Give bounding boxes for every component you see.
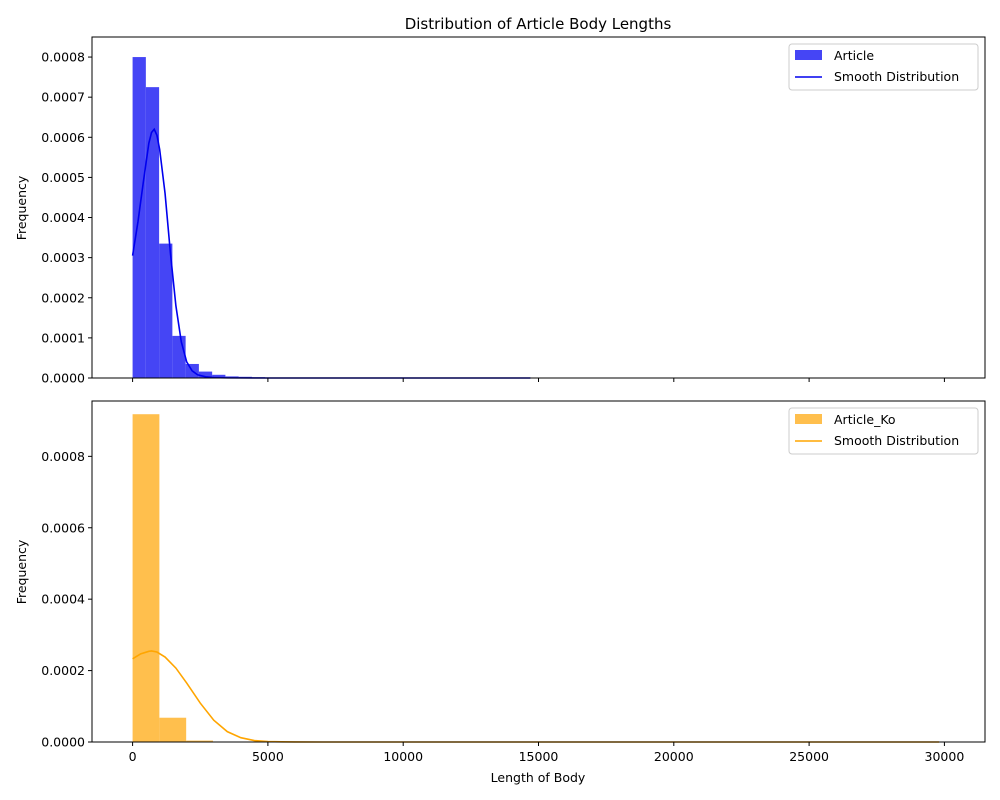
x-tick-label: 5000: [252, 749, 284, 764]
histogram-bar: [159, 243, 173, 378]
y-tick-label: 0.0002: [41, 290, 85, 305]
y-tick-label: 0.0008: [41, 449, 85, 464]
y-tick-label: 0.0006: [41, 130, 85, 145]
top-y-axis-label: Frequency: [14, 175, 29, 240]
bottom-smooth-legend-label: Smooth Distribution: [834, 433, 959, 448]
bottom-y-axis-label: Frequency: [14, 539, 29, 604]
x-tick-label: 20000: [654, 749, 694, 764]
article-legend-label: Article: [834, 48, 874, 63]
bottom-x-axis: 0 5000 10000 15000 20000 25000 30000: [129, 742, 965, 764]
x-axis-label: Length of Body: [491, 770, 586, 785]
article-ko-histogram: [132, 414, 321, 742]
histogram-bar: [212, 374, 226, 378]
article-ko-legend-swatch: [795, 414, 822, 424]
histogram-bar: [198, 371, 213, 378]
top-legend: Article Smooth Distribution: [788, 43, 979, 91]
y-tick-label: 0.0002: [41, 663, 85, 678]
x-tick-label: 25000: [789, 749, 829, 764]
y-tick-label: 0.0007: [41, 90, 85, 105]
histogram-bar: [172, 335, 186, 378]
top-plot-frame: [91, 36, 986, 379]
y-tick-label: 0.0005: [41, 170, 85, 185]
histogram-bar: [145, 87, 160, 379]
top-panel: 0.0000 0.0001 0.0002 0.0003 0.0004 0.0005 0.00…: [14, 36, 986, 386]
y-tick-label: 0.0004: [41, 592, 85, 607]
y-tick-label: 0.0000: [41, 371, 85, 386]
x-tick-label: 10000: [383, 749, 423, 764]
y-tick-label: 0.0006: [41, 520, 85, 535]
x-tick-label: 0: [129, 749, 137, 764]
top-x-axis: [132, 378, 945, 382]
histogram-bar: [132, 414, 160, 742]
bottom-panel: 0.0000 0.0002 0.0004 0.0006 0.0008 0 5000 1000…: [14, 400, 986, 785]
top-y-axis: 0.0000 0.0001 0.0002 0.0003 0.0004 0.0005 0.00…: [41, 50, 92, 386]
article-ko-smooth-distribution: [132, 650, 939, 743]
top-smooth-legend-label: Smooth Distribution: [834, 69, 959, 84]
article-smooth-distribution: [131, 127, 531, 379]
article-ko-legend-label: Article_Ko: [834, 412, 896, 427]
y-tick-label: 0.0000: [41, 735, 85, 750]
top-legend-box: [788, 43, 979, 91]
y-tick-label: 0.0008: [41, 50, 85, 65]
histogram-bar: [186, 740, 213, 742]
article-legend-swatch: [795, 50, 822, 60]
x-tick-label: 30000: [925, 749, 965, 764]
chart-title: Distribution of Article Body Lengths: [405, 15, 672, 33]
bottom-legend: Article_Ko Smooth Distribution: [788, 407, 979, 455]
smooth-distribution-line: [131, 127, 531, 379]
article-histogram: [132, 57, 531, 379]
bottom-plot-frame: [91, 400, 986, 743]
x-tick-label: 15000: [519, 749, 559, 764]
y-tick-label: 0.0003: [41, 250, 85, 265]
bottom-legend-box: [788, 407, 979, 455]
y-tick-label: 0.0001: [41, 330, 85, 345]
smooth-distribution-line: [132, 650, 939, 743]
bottom-y-axis: 0.0000 0.0002 0.0004 0.0006 0.0008: [41, 449, 92, 750]
y-tick-label: 0.0004: [41, 210, 85, 225]
histogram-bar: [159, 717, 187, 742]
